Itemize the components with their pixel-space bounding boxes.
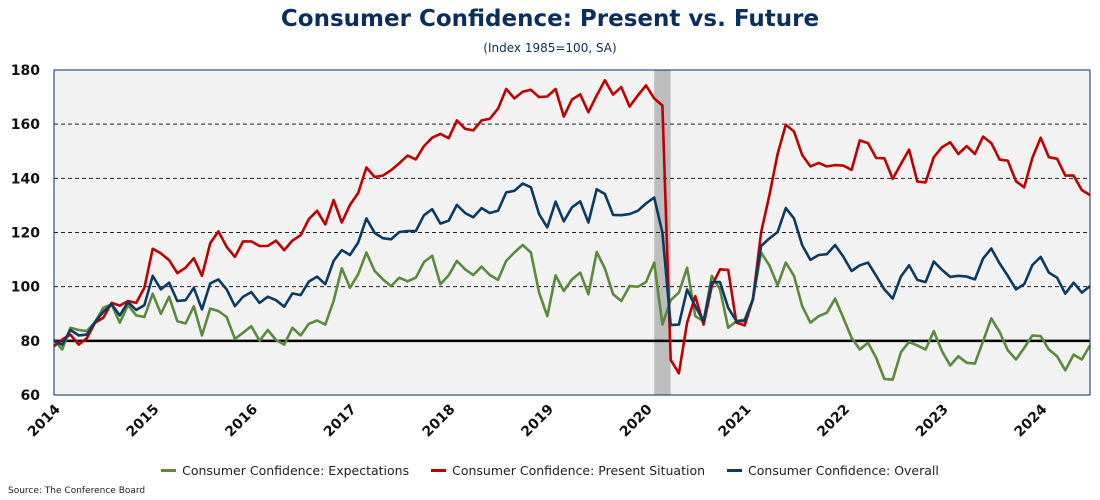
y-tick-label: 100 <box>11 280 40 296</box>
legend-swatch-expectations <box>161 469 177 472</box>
plot-border <box>53 69 1091 396</box>
y-tick-label: 180 <box>11 63 40 79</box>
chart-title: Consumer Confidence: Present vs. Future <box>280 6 820 32</box>
x-tick-label: 2019 <box>518 401 557 440</box>
x-tick-label: 2016 <box>222 401 261 440</box>
x-tick-label: 2020 <box>617 401 656 440</box>
legend-label: Consumer Confidence: Overall <box>748 463 939 478</box>
x-tick-label: 2024 <box>1012 401 1051 440</box>
y-tick-label: 80 <box>21 334 41 350</box>
source-note: Source: The Conference Board <box>8 486 146 496</box>
legend-swatch-present <box>431 469 447 472</box>
x-tick-label: 2017 <box>321 401 360 440</box>
y-tick-label: 140 <box>11 171 40 187</box>
x-tick-label: 2022 <box>814 401 853 440</box>
series-line-overall <box>53 182 1091 346</box>
legend-item-overall: Consumer Confidence: Overall <box>727 463 939 478</box>
legend: Consumer Confidence: Expectations Consum… <box>0 463 1100 478</box>
y-tick-label: 60 <box>21 388 41 404</box>
x-tick-label: 2023 <box>913 401 952 440</box>
chart-subtitle: (Index 1985=100, SA) <box>483 41 617 55</box>
legend-label: Consumer Confidence: Present Situation <box>452 463 706 478</box>
series-line-expectations <box>52 243 1092 381</box>
legend-label: Consumer Confidence: Expectations <box>182 463 410 478</box>
legend-item-expectations: Consumer Confidence: Expectations <box>161 463 409 478</box>
y-tick-label: 160 <box>11 117 40 133</box>
x-tick-label: 2021 <box>716 401 755 440</box>
x-tick-label: 2018 <box>420 401 459 440</box>
series-line-present <box>53 79 1091 375</box>
x-tick-label: 2014 <box>25 401 64 440</box>
y-tick-label: 120 <box>11 226 40 242</box>
legend-swatch-overall <box>727 469 743 472</box>
legend-item-present: Consumer Confidence: Present Situation <box>431 463 705 478</box>
x-tick-label: 2015 <box>124 401 163 440</box>
